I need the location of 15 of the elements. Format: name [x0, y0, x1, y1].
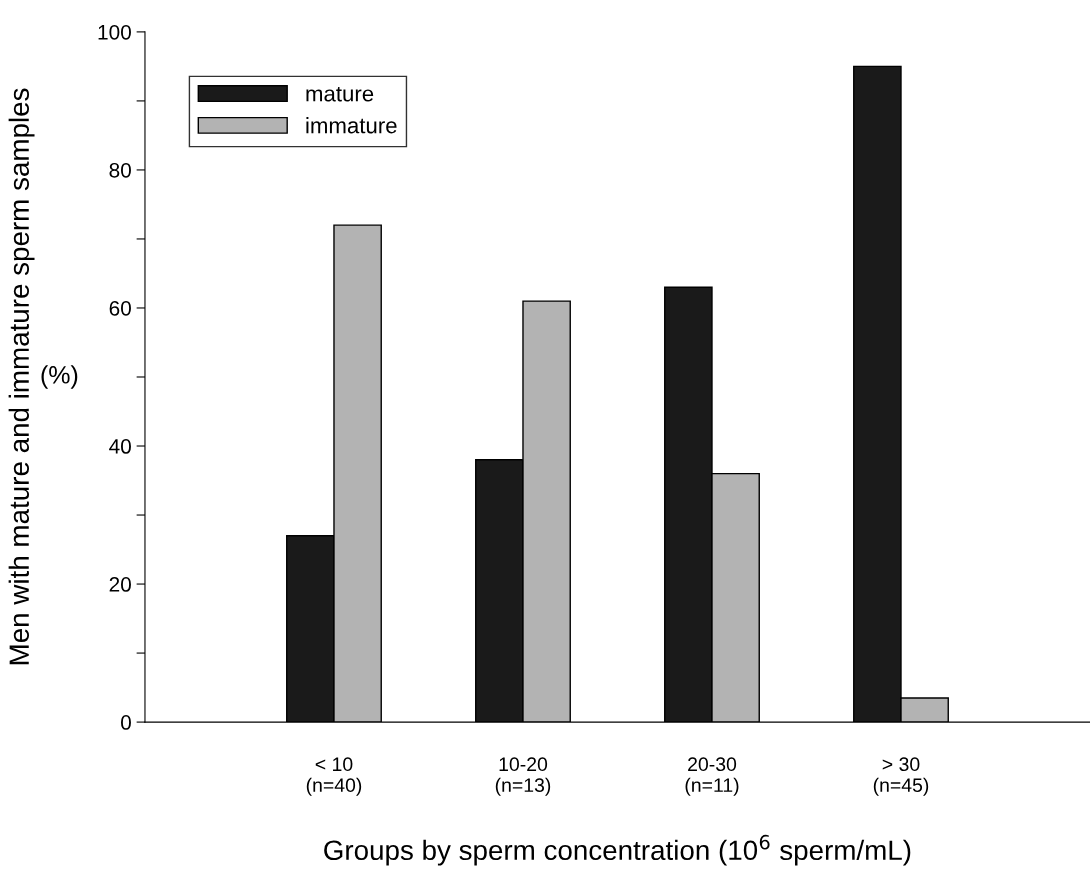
y-tick-label: 100 [98, 24, 131, 40]
x-tick-label: < 10 (n=40) [306, 757, 362, 796]
legend-label: immature [306, 117, 397, 134]
legend-label: mature [306, 86, 374, 102]
x-tick-label: 20-30 (n=11) [685, 757, 739, 796]
y-tick-label: 80 [109, 162, 131, 178]
x-axis-title: Groups by sperm concentration (10$^{6}$ sperm/mL) [324, 834, 911, 866]
y-tick-label: 40 [109, 439, 131, 454]
x-tick-label: 10-20 (n=13) [495, 757, 551, 796]
y-tick-label: 60 [109, 300, 131, 316]
y-tick-label: 0 [121, 715, 131, 730]
text: (%) [41, 365, 78, 389]
y-tick-label: 20 [109, 577, 131, 592]
y-axis-title: Men with mature and immature sperm samples [8, 88, 35, 665]
x-tick-label: > 30 (n=45) [873, 757, 929, 796]
